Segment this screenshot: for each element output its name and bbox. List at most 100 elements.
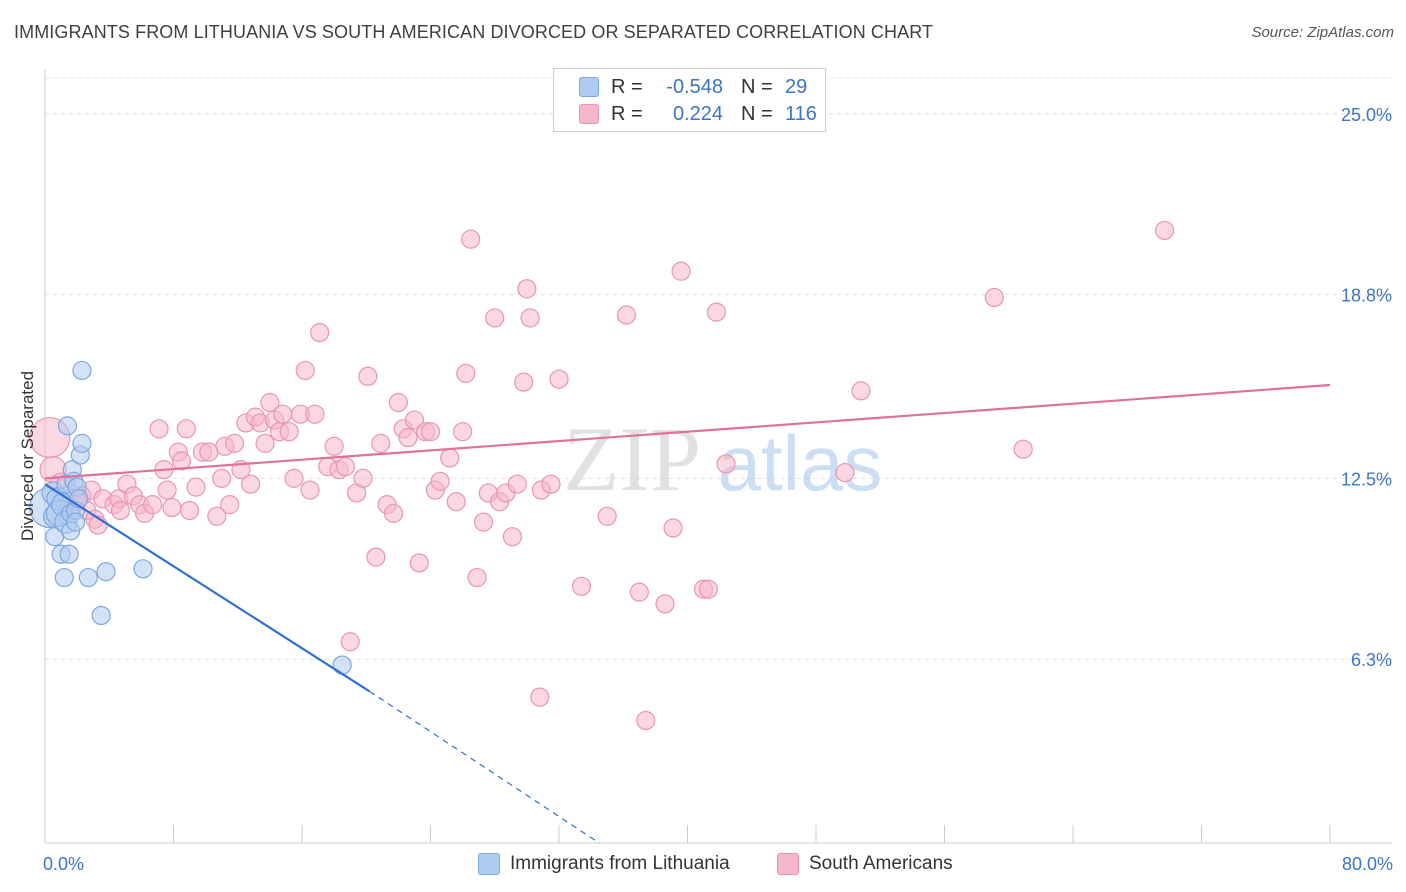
data-point-lithuania xyxy=(96,562,116,582)
data-point-lithuania xyxy=(91,605,111,626)
data-point-south-americans xyxy=(171,451,192,471)
data-point-south-americans xyxy=(273,404,293,424)
data-point-south-americans xyxy=(388,392,408,413)
data-point-south-americans xyxy=(295,360,315,381)
y-axis-label: Divorced or Separated xyxy=(18,371,37,541)
data-point-south-americans xyxy=(224,433,245,453)
trend-line-lithuania-extension xyxy=(369,690,600,844)
data-point-south-americans xyxy=(520,308,540,328)
data-point-south-americans xyxy=(655,594,675,614)
legend-swatch-pink xyxy=(579,104,599,124)
data-point-south-americans xyxy=(446,492,466,512)
chart-title: IMMIGRANTS FROM LITHUANIA VS SOUTH AMERI… xyxy=(14,22,934,42)
legend-swatch-pink xyxy=(777,853,799,875)
data-point-south-americans xyxy=(284,468,304,488)
x-tick-label: 0.0% xyxy=(43,854,84,874)
data-point-south-americans xyxy=(255,433,275,453)
watermark: ZIP atlas xyxy=(563,408,882,510)
n-label: N = xyxy=(741,75,773,98)
data-point-south-americans xyxy=(409,553,429,573)
legend-swatch-blue xyxy=(478,853,500,875)
data-point-south-americans xyxy=(502,527,523,547)
y-tick-label: 6.3% xyxy=(1351,650,1392,670)
y-tick-label: 18.8% xyxy=(1341,286,1392,306)
data-point-south-americans xyxy=(663,518,683,538)
trend-line-lithuania xyxy=(44,483,371,693)
data-point-south-americans xyxy=(404,410,425,430)
data-point-south-americans xyxy=(157,480,177,500)
data-point-south-americans xyxy=(597,506,617,526)
data-point-south-americans xyxy=(485,308,505,328)
trend-lines xyxy=(44,383,1331,844)
data-point-south-americans xyxy=(340,632,360,652)
data-point-lithuania xyxy=(78,567,98,588)
data-point-south-americans xyxy=(383,503,404,523)
legend-label: Immigrants from Lithuania xyxy=(510,853,730,874)
data-point-south-americans xyxy=(430,471,450,491)
n-value: 116 xyxy=(785,102,817,125)
data-point-south-americans xyxy=(179,500,200,521)
trend-line-south-americans xyxy=(44,383,1331,480)
data-point-south-americans xyxy=(517,279,537,299)
data-point-south-americans xyxy=(199,442,219,462)
data-point-lithuania xyxy=(133,559,153,579)
data-point-south-americans xyxy=(467,567,487,588)
legend-item-south-americans: South Americans xyxy=(777,852,953,876)
data-point-south-americans xyxy=(398,427,418,448)
n-label: N = xyxy=(741,102,773,125)
data-point-south-americans xyxy=(698,579,718,599)
data-point-south-americans xyxy=(571,576,592,596)
data-point-south-americans xyxy=(176,419,196,439)
data-point-lithuania xyxy=(72,360,92,381)
watermark-atlas: atlas xyxy=(718,419,883,507)
legend-label: South Americans xyxy=(809,853,953,874)
data-point-south-americans xyxy=(440,448,460,468)
stats-legend-row-south-americans: R = 0.224 N = 116 xyxy=(554,101,817,127)
r-value: -0.548 xyxy=(666,75,723,98)
y-tick-label: 12.5% xyxy=(1341,469,1392,489)
data-point-south-americans xyxy=(549,369,569,389)
data-point-south-americans xyxy=(453,422,473,442)
data-point-south-americans xyxy=(541,474,561,494)
data-point-lithuania xyxy=(54,567,74,588)
data-point-south-americans xyxy=(514,372,534,392)
chart-source: Source: ZipAtlas.com xyxy=(1251,24,1394,41)
data-point-south-americans xyxy=(629,582,649,602)
data-point-south-americans xyxy=(835,462,855,483)
data-point-south-americans xyxy=(1013,439,1033,459)
data-point-lithuania xyxy=(57,416,78,436)
r-label: R = xyxy=(611,75,643,98)
grid-lines xyxy=(45,77,1392,660)
data-point-south-americans xyxy=(636,710,656,731)
data-point-south-americans xyxy=(461,229,481,249)
data-point-south-americans xyxy=(324,436,344,456)
r-value: 0.224 xyxy=(672,102,723,125)
data-point-south-americans xyxy=(143,495,163,515)
data-point-south-americans xyxy=(212,468,232,488)
data-point-lithuania xyxy=(65,512,86,532)
data-point-south-americans xyxy=(473,512,494,532)
r-label: R = xyxy=(611,102,643,125)
series-south-americans xyxy=(29,220,1175,731)
legend-swatch-blue xyxy=(579,77,599,97)
data-point-south-americans xyxy=(220,495,240,515)
data-point-south-americans xyxy=(279,422,299,442)
data-point-south-americans xyxy=(507,474,527,494)
series-immigrants-from-lithuania xyxy=(29,360,352,675)
data-point-south-americans xyxy=(149,419,169,439)
data-point-south-americans xyxy=(371,433,391,453)
data-point-south-americans xyxy=(1154,220,1175,241)
data-point-south-americans xyxy=(984,287,1004,308)
n-value: 29 xyxy=(785,75,808,98)
data-point-south-americans xyxy=(186,477,206,497)
data-point-south-americans xyxy=(353,468,373,488)
data-point-south-americans xyxy=(207,506,227,526)
data-point-south-americans xyxy=(162,497,182,518)
data-point-south-americans xyxy=(305,404,325,424)
data-point-south-americans xyxy=(616,305,637,325)
data-point-lithuania xyxy=(72,433,92,453)
data-point-south-americans xyxy=(706,302,727,322)
x-tick-label: 80.0% xyxy=(1342,854,1393,874)
stats-legend: R = -0.548 N = 29 R = 0.224 N = 116 xyxy=(553,68,826,132)
